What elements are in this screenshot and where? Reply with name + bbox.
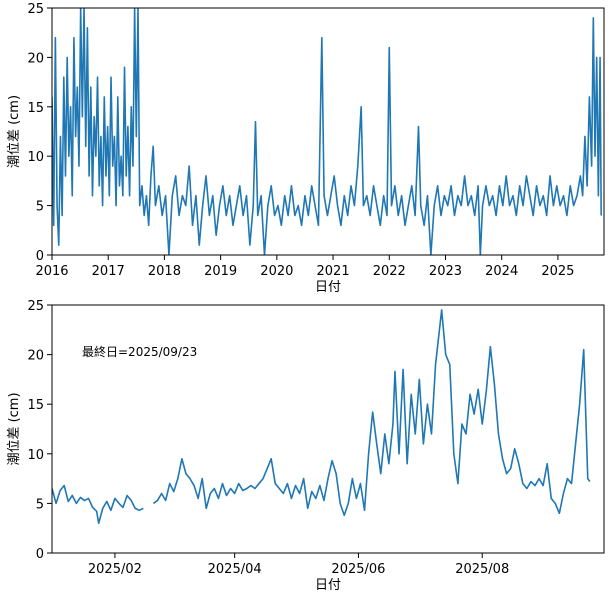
x-tick-label: 2020 (260, 264, 293, 279)
y-tick-label: 20 (27, 349, 44, 364)
x-tick-label: 2022 (373, 264, 406, 279)
x-axis-label: 日付 (315, 578, 341, 593)
y-tick-label: 15 (27, 101, 44, 116)
data-line (52, 8, 602, 255)
y-tick-label: 15 (27, 398, 44, 413)
data-line (52, 309, 591, 525)
x-tick-label: 2016 (35, 264, 68, 279)
x-tick-label: 2025/08 (455, 562, 509, 577)
y-axis-label: 潮位差 (cm) (7, 392, 22, 465)
x-tick-label: 2018 (148, 264, 181, 279)
x-tick-label: 2025/04 (208, 562, 262, 577)
annotation: 最終日=2025/09/23 (82, 344, 197, 359)
x-tick-label: 2025/02 (88, 562, 142, 577)
axes-frame (51, 304, 605, 554)
y-tick-label: 5 (36, 200, 44, 215)
y-tick-label: 20 (27, 51, 44, 66)
y-tick-label: 0 (36, 249, 44, 264)
x-tick-label: 2023 (429, 264, 462, 279)
x-tick-label: 2024 (485, 264, 518, 279)
x-tick-label: 2021 (317, 264, 350, 279)
plot-area (52, 8, 602, 255)
x-tick-label: 2017 (92, 264, 125, 279)
x-tick-label: 2019 (204, 264, 237, 279)
y-tick-label: 10 (27, 150, 44, 165)
y-tick-label: 0 (36, 547, 44, 562)
axes-frame (51, 7, 605, 256)
y-tick-label: 5 (36, 497, 44, 512)
x-tick-label: 2025/06 (331, 562, 385, 577)
x-axis-label: 日付 (315, 280, 341, 295)
x-tick-label: 2025 (541, 264, 574, 279)
y-tick-label: 25 (27, 299, 44, 314)
y-tick-label: 10 (27, 448, 44, 463)
plot-area (52, 309, 591, 525)
y-axis-label: 潮位差 (cm) (7, 95, 22, 168)
y-tick-label: 25 (27, 2, 44, 17)
